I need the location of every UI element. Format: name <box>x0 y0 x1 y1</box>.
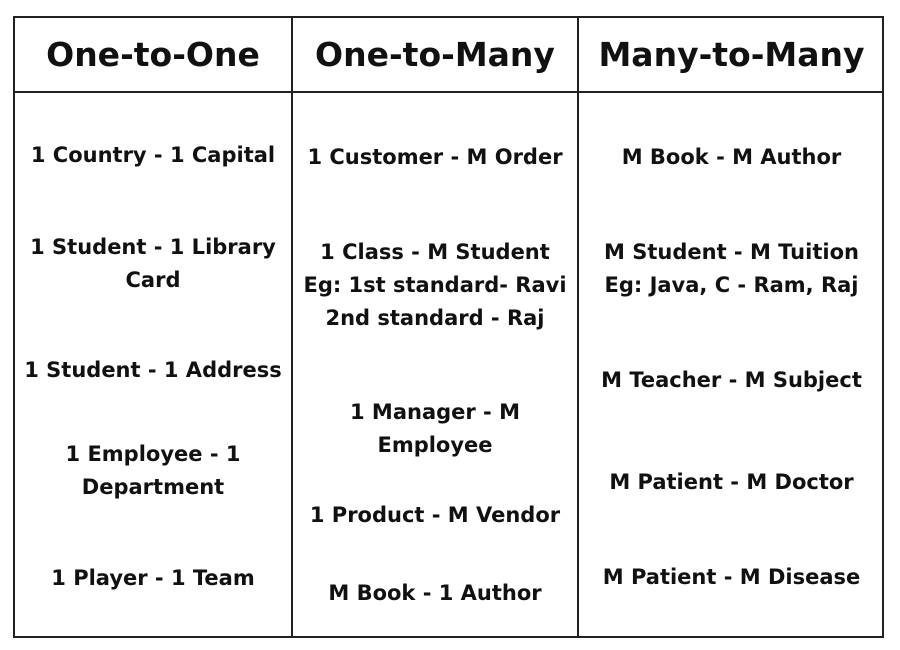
column-divider <box>577 18 579 636</box>
many-to-many-item: M Teacher - M Subject <box>601 368 862 392</box>
one-to-one-item: 1 Employee - 1 Department <box>65 442 241 499</box>
one-to-many-item: 1 Manager - M Employee <box>350 400 520 457</box>
one-to-one-item: 1 Student - 1 Address <box>24 358 282 382</box>
header-many-to-many: Many-to-Many <box>598 35 865 74</box>
column-divider <box>291 18 293 636</box>
many-to-many-item: M Book - M Author <box>621 145 842 169</box>
one-to-many-item: 1 Product - M Vendor <box>309 503 561 527</box>
many-to-many-item: M Patient - M Doctor <box>609 470 854 494</box>
one-to-one-item: 1 Player - 1 Team <box>51 566 255 590</box>
many-to-many-item: M Patient - M Disease <box>602 565 861 589</box>
one-to-one-item: 1 Country - 1 Capital <box>30 143 276 167</box>
many-to-many-item: M Student - M Tuition Eg: Java, C - Ram,… <box>604 240 859 297</box>
header-one-to-one: One-to-One <box>46 35 260 74</box>
one-to-many-item: 1 Class - M Student Eg: 1st standard- Ra… <box>303 240 567 330</box>
header-divider <box>15 91 882 93</box>
header-one-to-many: One-to-Many <box>315 35 555 74</box>
one-to-many-item: M Book - 1 Author <box>328 581 542 605</box>
relationship-table: One-to-One One-to-Many Many-to-Many 1 Co… <box>13 16 884 638</box>
one-to-many-item: 1 Customer - M Order <box>307 145 563 169</box>
one-to-one-item: 1 Student - 1 Library Card <box>30 235 276 292</box>
